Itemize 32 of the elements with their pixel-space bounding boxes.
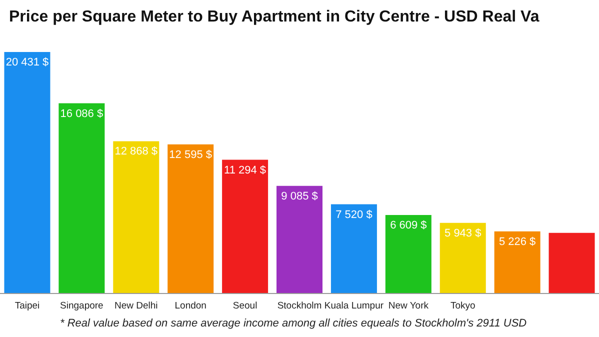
x-tick-label: Kuala Lumpur (324, 300, 384, 312)
x-tick-label: Seoul (232, 300, 258, 312)
bar (494, 231, 540, 293)
data-label: 12 595 $ (169, 148, 212, 161)
data-label: 11 294 $ (224, 164, 266, 176)
data-label: 5 943 $ (444, 227, 482, 240)
x-tick-label: New York (388, 300, 429, 312)
x-tick-label: London (174, 300, 206, 312)
bar (113, 141, 160, 293)
chart-title: Price per Square Meter to Buy Apartment in City Centre - USD Real Va (9, 8, 540, 26)
data-label: 7 520 $ (336, 208, 372, 221)
x-tick-label: Taipei (14, 300, 40, 312)
text: * Real value based on same average income among all cities equeals to Stockholm's 2911 USD (60, 318, 527, 330)
bar (330, 204, 377, 293)
x-tick-label: New Delhi (114, 300, 158, 312)
bar (276, 186, 322, 293)
bar (440, 222, 486, 293)
x-tick-label: Stockholm (277, 300, 322, 312)
bar (4, 52, 50, 293)
data-label: 9 085 $ (281, 190, 318, 202)
data-label: 16 086 $ (60, 108, 104, 120)
bar (222, 160, 268, 293)
bar (58, 103, 105, 293)
data-label: 5 226 $ (498, 236, 536, 248)
bar (385, 215, 432, 293)
x-tick-label: Tokyo (450, 300, 476, 312)
data-label: 20 431 $ (6, 56, 49, 68)
data-label: 6 609 $ (390, 220, 427, 232)
data-label: 12 868 $ (114, 146, 158, 158)
bar (168, 144, 214, 293)
bar (548, 232, 595, 293)
x-tick-label: Singapore (60, 300, 104, 312)
